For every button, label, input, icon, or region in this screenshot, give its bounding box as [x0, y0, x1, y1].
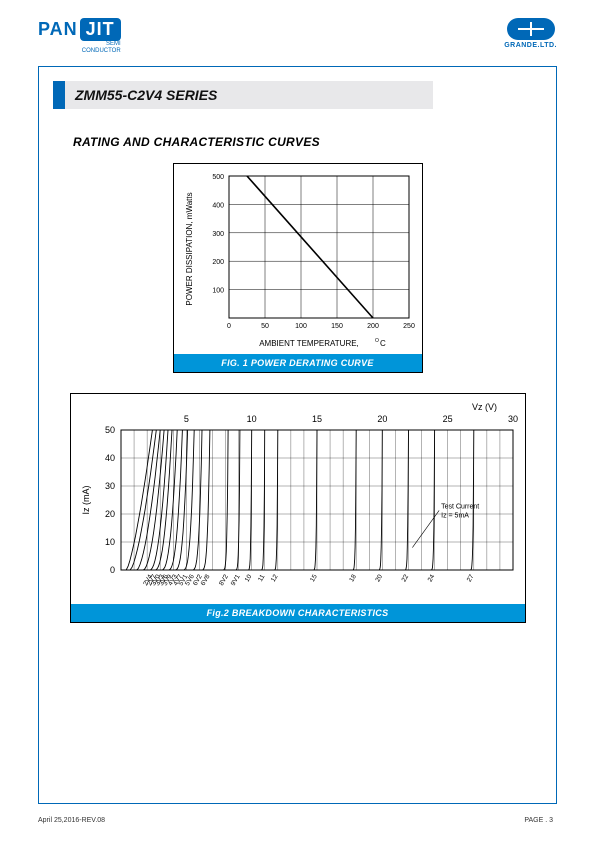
svg-text:Vz (V): Vz (V): [471, 402, 496, 412]
page-frame: ZMM55-C2V4 SERIES RATING AND CHARACTERIS…: [38, 66, 557, 804]
logo-pan-text: PAN: [38, 19, 78, 40]
footer-date: April 25,2016-REV.08: [38, 817, 105, 824]
svg-text:6V8: 6V8: [199, 573, 211, 587]
logo-jit-box: JIT: [80, 18, 121, 41]
svg-text:10: 10: [104, 537, 114, 547]
chart1-container: 0 50 100 150 200 250 100 200 300 400 500 POWER DISS…: [173, 163, 423, 373]
chart2-caption: Fig.2 BREAKDOWN CHARACTERISTICS: [71, 604, 525, 622]
svg-text:50: 50: [104, 425, 114, 435]
header: PAN JIT SEMI CONDUCTOR GRANDE.LTD.: [38, 18, 557, 58]
chart1-body: 0 50 100 150 200 250 100 200 300 400 500 POWER DISS…: [174, 164, 422, 354]
svg-text:O: O: [375, 338, 379, 344]
svg-text:22: 22: [400, 573, 410, 583]
svg-text:10: 10: [243, 573, 253, 583]
svg-text:30: 30: [507, 414, 517, 424]
panjit-logo: PAN JIT SEMI CONDUCTOR: [38, 18, 121, 54]
series-title: ZMM55-C2V4 SERIES: [53, 81, 433, 109]
svg-text:100: 100: [295, 323, 307, 330]
svg-text:200: 200: [212, 259, 224, 266]
svg-text:500: 500: [212, 174, 224, 181]
svg-text:20: 20: [104, 509, 114, 519]
svg-text:5: 5: [183, 414, 188, 424]
grande-logo: GRANDE.LTD.: [504, 18, 557, 49]
svg-text:15: 15: [311, 414, 321, 424]
svg-text:12: 12: [269, 573, 279, 583]
chart1-caption: FIG. 1 POWER DERATING CURVE: [174, 354, 422, 372]
chart1-svg: 0 50 100 150 200 250 100 200 300 400 500 POWER DISS…: [174, 164, 424, 354]
svg-text:25: 25: [442, 414, 452, 424]
section-heading: RATING AND CHARACTERISTIC CURVES: [73, 135, 556, 149]
svg-text:20: 20: [374, 573, 384, 583]
svg-text:40: 40: [104, 453, 114, 463]
logo-sub-2: CONDUCTOR: [82, 48, 121, 55]
svg-text:30: 30: [104, 481, 114, 491]
svg-text:8V2: 8V2: [218, 573, 230, 587]
grande-logo-icon: [516, 22, 546, 36]
svg-text:18: 18: [348, 573, 358, 583]
svg-text:AMBIENT TEMPERATURE,: AMBIENT TEMPERATURE,: [259, 339, 359, 348]
chart2-container: 51015202530Vz (V)01020304050Iz (mA)2V42V…: [70, 393, 526, 623]
svg-text:15: 15: [309, 573, 319, 583]
svg-text:50: 50: [261, 323, 269, 330]
chart2-svg: 51015202530Vz (V)01020304050Iz (mA)2V42V…: [71, 394, 527, 604]
svg-text:150: 150: [331, 323, 343, 330]
svg-text:400: 400: [212, 202, 224, 209]
svg-text:11: 11: [257, 573, 267, 583]
grande-logo-shape: [507, 18, 555, 40]
svg-text:POWER DISSIPATION, mWatts: POWER DISSIPATION, mWatts: [185, 192, 194, 305]
svg-text:200: 200: [367, 323, 379, 330]
page-footer: April 25,2016-REV.08 PAGE . 3: [38, 817, 553, 824]
svg-text:100: 100: [212, 288, 224, 295]
svg-text:300: 300: [212, 231, 224, 238]
grande-label: GRANDE.LTD.: [504, 42, 557, 49]
svg-text:0: 0: [227, 323, 231, 330]
panjit-logo-main: PAN JIT: [38, 18, 121, 41]
footer-page: PAGE . 3: [524, 817, 553, 824]
svg-text:Iz = 5mA: Iz = 5mA: [441, 512, 469, 519]
svg-text:250: 250: [403, 323, 415, 330]
svg-text:Iz (mA): Iz (mA): [81, 486, 91, 515]
svg-text:Test Current: Test Current: [441, 503, 479, 510]
logo-sub-1: SEMI: [106, 41, 121, 48]
svg-text:9V1: 9V1: [229, 573, 241, 587]
svg-text:20: 20: [377, 414, 387, 424]
svg-text:10: 10: [246, 414, 256, 424]
svg-text:24: 24: [426, 573, 436, 583]
chart2-body: 51015202530Vz (V)01020304050Iz (mA)2V42V…: [71, 394, 525, 604]
svg-text:27: 27: [465, 573, 475, 583]
svg-text:0: 0: [109, 565, 114, 575]
svg-text:C: C: [380, 339, 386, 348]
